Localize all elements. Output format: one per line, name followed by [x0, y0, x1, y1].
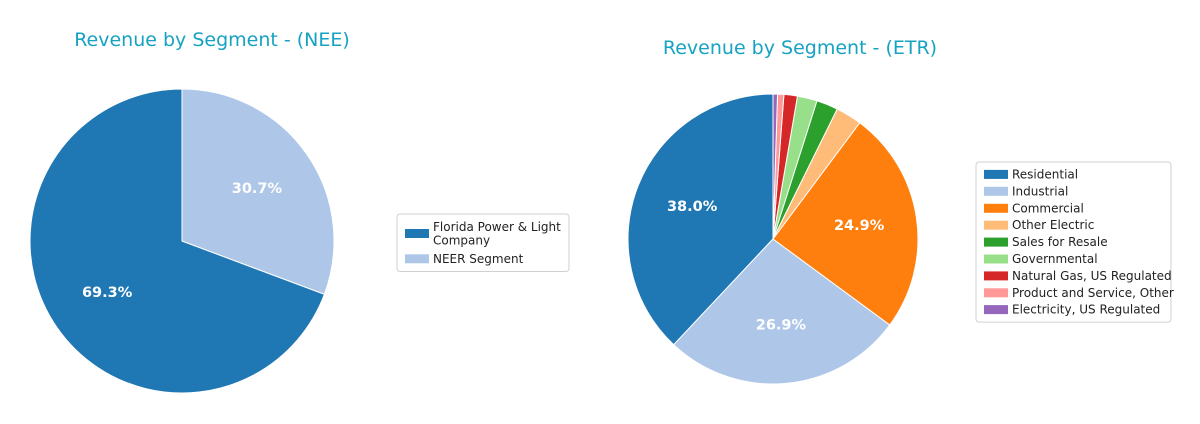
etr-legend: Residential Industrial Commercial Other Ele… [975, 161, 1174, 323]
etr-legend-swatch [984, 254, 1008, 264]
nee-legend: Florida Power & Light Company NEER Segment [396, 213, 570, 272]
etr-pie-slice [673, 238, 891, 385]
etr-legend-swatch [984, 271, 1008, 281]
nee-legend-swatch [405, 254, 429, 264]
nee-pie-slice [181, 88, 335, 295]
etr-pie-chart: Revenue by Segment - (ETR) 38.0% 26.9% 24.… [627, 37, 1174, 385]
nee-pie-pct-label: 30.7% [232, 181, 283, 197]
nee-legend-swatch [405, 229, 429, 238]
etr-legend-label: Residential [1012, 167, 1078, 181]
nee-legend-label: Florida Power & Light Company [433, 220, 561, 248]
nee-pie-pct-label: 69.3% [82, 285, 133, 301]
etr-legend-swatch [984, 186, 1008, 196]
etr-pie-pct-label: 38.0% [667, 199, 718, 215]
nee-pie-labels: 69.3% 30.7% [82, 181, 283, 301]
nee-legend-box [396, 213, 570, 272]
etr-pie-labels: 38.0% 26.9% 24.9% [667, 199, 885, 334]
etr-pie-slice [772, 122, 919, 326]
etr-legend-label: Other Electric [1012, 218, 1094, 232]
etr-legend-swatch [984, 203, 1008, 213]
etr-legend-swatch [984, 220, 1008, 230]
etr-legend-swatch [984, 288, 1008, 298]
etr-legend-swatch [984, 169, 1008, 179]
etr-pie-slices [627, 93, 919, 385]
etr-pie-pct-label: 26.9% [756, 318, 807, 334]
etr-pie-slice [772, 93, 779, 240]
etr-legend-label: Product and Service, Other [1012, 286, 1174, 300]
etr-legend-box [975, 161, 1172, 323]
etr-pie-pct-label: 24.9% [834, 218, 885, 234]
etr-legend-label: Electricity, US Regulated [1012, 303, 1160, 317]
etr-legend-label: Industrial [1012, 184, 1068, 198]
etr-legend-swatch [984, 237, 1008, 247]
etr-legend-label: Natural Gas, US Regulated [1012, 269, 1172, 283]
nee-pie-slice [29, 88, 326, 394]
etr-chart-title: Revenue by Segment - (ETR) [663, 37, 937, 59]
etr-legend-label: Sales for Resale [1012, 235, 1108, 249]
nee-legend-label: NEER Segment [433, 252, 524, 266]
nee-pie-chart: Revenue by Segment - (NEE) 69.3% 30.7% Fl… [29, 29, 570, 394]
etr-legend-label: Commercial [1012, 201, 1084, 215]
nee-pie-slices [29, 88, 335, 394]
nee-chart-title: Revenue by Segment - (NEE) [74, 29, 350, 51]
etr-legend-swatch [984, 305, 1008, 315]
etr-pie-slice [627, 93, 774, 346]
etr-legend-label: Governmental [1012, 252, 1098, 266]
